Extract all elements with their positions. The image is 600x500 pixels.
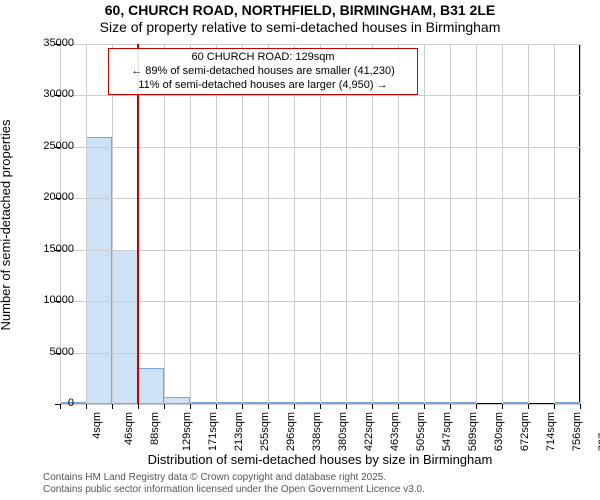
annotation-line-2: ← 89% of semi-detached houses are smalle… <box>113 65 413 79</box>
gridline-vertical <box>528 44 529 404</box>
xtick-label: 296sqm <box>285 412 297 451</box>
y-axis-label: Number of semi-detached properties <box>0 120 13 331</box>
xtick-label: 46sqm <box>123 412 135 445</box>
gridline-vertical <box>398 44 399 404</box>
xtick-label: 380sqm <box>337 412 349 451</box>
chart-title-subtitle: Size of property relative to semi-detach… <box>0 19 600 35</box>
xtick-mark <box>450 404 451 409</box>
xtick-label: 630sqm <box>493 412 505 451</box>
gridline-vertical <box>112 44 113 404</box>
xtick-mark <box>580 404 581 409</box>
histogram-bar <box>112 250 138 404</box>
xtick-mark <box>528 404 529 409</box>
gridline-vertical <box>190 44 191 404</box>
xtick-mark <box>60 404 61 409</box>
ytick-label: 10000 <box>34 294 74 306</box>
footer-attribution: Contains HM Land Registry data © Crown c… <box>43 472 425 496</box>
xtick-label: 714sqm <box>545 412 557 451</box>
xtick-mark <box>164 404 165 409</box>
plot-area: 60 CHURCH ROAD: 129sqm ← 89% of semi-det… <box>60 44 580 404</box>
gridline-vertical <box>242 44 243 404</box>
gridline-vertical <box>580 44 581 404</box>
xtick-mark <box>242 404 243 409</box>
gridline-vertical <box>86 44 87 404</box>
gridline-vertical <box>346 44 347 404</box>
histogram-bar <box>138 368 164 404</box>
xtick-label: 756sqm <box>571 412 583 451</box>
xtick-label: 338sqm <box>311 412 323 451</box>
footer-line-1: Contains HM Land Registry data © Crown c… <box>43 472 425 484</box>
xtick-mark <box>346 404 347 409</box>
xtick-mark <box>372 404 373 409</box>
footer-line-2: Contains public sector information licen… <box>43 484 425 496</box>
xtick-label: 589sqm <box>467 412 479 451</box>
xtick-label: 463sqm <box>389 412 401 451</box>
xtick-mark <box>216 404 217 409</box>
xtick-mark <box>502 404 503 409</box>
gridline-vertical <box>216 44 217 404</box>
xtick-label: 4sqm <box>91 412 103 439</box>
xtick-label: 422sqm <box>363 412 375 451</box>
xtick-mark <box>476 404 477 409</box>
ytick-label: 0 <box>34 397 74 409</box>
xtick-mark <box>554 404 555 409</box>
ytick-label: 35000 <box>34 37 74 49</box>
annotation-line-3: 11% of semi-detached houses are larger (… <box>113 79 413 93</box>
gridline-vertical <box>476 44 477 404</box>
gridline-vertical <box>450 44 451 404</box>
xtick-label: 505sqm <box>415 412 427 451</box>
gridline-vertical <box>294 44 295 404</box>
annotation-box: 60 CHURCH ROAD: 129sqm ← 89% of semi-det… <box>108 48 418 95</box>
xtick-label: 547sqm <box>441 412 453 451</box>
xtick-mark <box>398 404 399 409</box>
xtick-mark <box>268 404 269 409</box>
ytick-label: 15000 <box>34 243 74 255</box>
xtick-label: 213sqm <box>233 412 245 451</box>
ytick-label: 5000 <box>34 346 74 358</box>
ytick-label: 20000 <box>34 191 74 203</box>
gridline-vertical <box>424 44 425 404</box>
xtick-mark <box>138 404 139 409</box>
xtick-label: 672sqm <box>519 412 531 451</box>
reference-marker-line <box>137 44 139 404</box>
xtick-mark <box>320 404 321 409</box>
gridline-vertical <box>372 44 373 404</box>
chart-title-address: 60, CHURCH ROAD, NORTHFIELD, BIRMINGHAM,… <box>0 2 600 18</box>
histogram-bar <box>164 397 190 404</box>
gridline-vertical <box>554 44 555 404</box>
ytick-label: 30000 <box>34 88 74 100</box>
x-axis-label: Distribution of semi-detached houses by … <box>60 452 580 467</box>
gridline-vertical <box>164 44 165 404</box>
xtick-mark <box>424 404 425 409</box>
xtick-mark <box>86 404 87 409</box>
gridline-vertical <box>320 44 321 404</box>
annotation-line-1: 60 CHURCH ROAD: 129sqm <box>113 51 413 65</box>
ytick-label: 25000 <box>34 140 74 152</box>
histogram-bar <box>86 137 112 404</box>
gridline-vertical <box>268 44 269 404</box>
xtick-label: 255sqm <box>259 412 271 451</box>
xtick-label: 171sqm <box>207 412 219 451</box>
xtick-label: 88sqm <box>149 412 161 445</box>
xtick-label: 129sqm <box>181 412 193 451</box>
xtick-mark <box>190 404 191 409</box>
gridline-vertical <box>502 44 503 404</box>
xtick-mark <box>112 404 113 409</box>
xtick-mark <box>294 404 295 409</box>
